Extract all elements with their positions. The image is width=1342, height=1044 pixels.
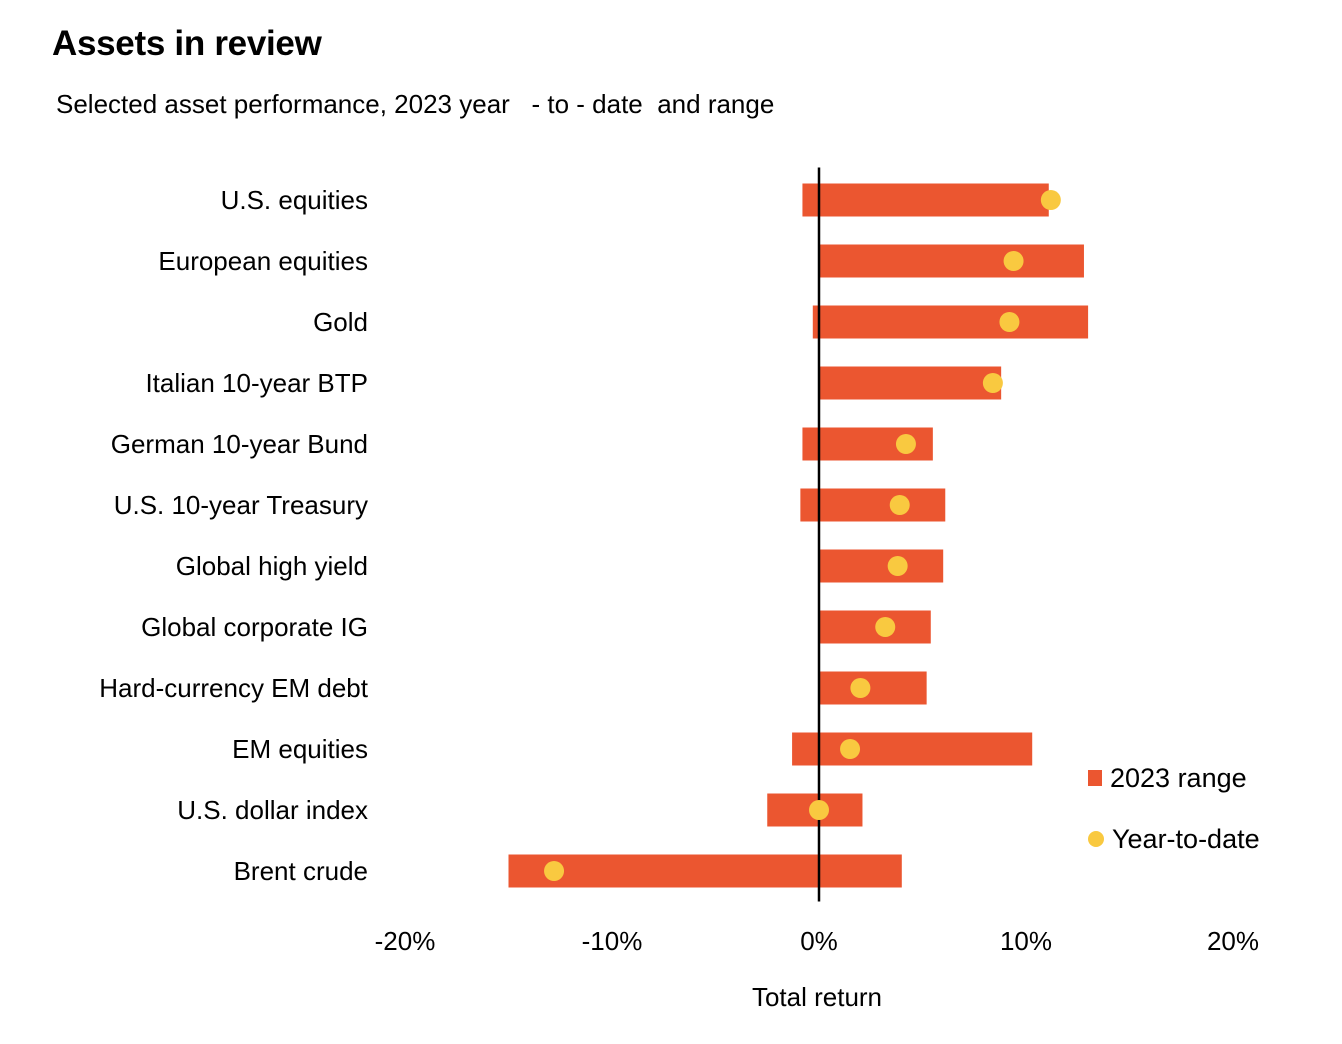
range-bar-european-equities [819, 244, 1084, 278]
category-label-brent-crude: Brent crude [234, 856, 368, 886]
ytd-dot-gold [999, 312, 1020, 332]
range-swatch [1088, 770, 1102, 786]
range-bar-gold [812, 305, 1089, 339]
ytd-dot-global-corporate-ig [875, 617, 896, 637]
legend-range-label: 2023 range [1110, 762, 1247, 793]
ytd-dot-italian-10-year-btp [982, 373, 1003, 393]
range-bars [508, 183, 1089, 888]
ytd-swatch [1088, 831, 1104, 847]
category-label-european-equities: European equities [158, 246, 368, 276]
ytd-dot-u-s-10-year-treasury [889, 495, 910, 515]
category-labels: U.S. equities European equities Gold Italia… [99, 185, 369, 886]
ytd-dot-em-equities [840, 739, 861, 759]
ytd-dot-u-s-equities [1040, 190, 1061, 210]
ytd-dot-german-10-year-bund [895, 434, 916, 454]
chart-title: Assets in review [52, 24, 322, 63]
legend-item-range: 2023 range [1088, 760, 1260, 796]
chart-subtitle: Selected asset performance, 2023 year - … [56, 89, 775, 119]
legend-ytd-label: Year-to-date [1112, 823, 1260, 854]
category-label-u-s-10-year-treasury: U.S. 10-year Treasury [114, 490, 368, 520]
ytd-dot-global-high-yield [887, 556, 908, 576]
x-tick-label: 10% [1000, 926, 1052, 956]
legend-item-ytd: Year-to-date [1088, 821, 1260, 857]
ytd-dot-brent-crude [544, 861, 565, 881]
ytd-dot-hard-currency-em-debt [850, 678, 871, 698]
x-axis-title: Total return [752, 982, 882, 1012]
x-tick-label: -10% [582, 926, 643, 956]
category-label-gold: Gold [313, 307, 368, 337]
category-label-u-s-equities: U.S. equities [221, 185, 368, 215]
range-bar-u-s-10-year-treasury [800, 488, 946, 522]
category-label-hard-currency-em-debt: Hard-currency EM debt [99, 673, 369, 703]
category-label-italian-10-year-btp: Italian 10-year BTP [145, 368, 368, 398]
range-bar-brent-crude [508, 854, 902, 888]
category-label-german-10-year-bund: German 10-year Bund [111, 429, 368, 459]
ytd-dot-european-equities [1003, 251, 1024, 271]
range-bar-global-high-yield [819, 549, 944, 583]
x-tick-labels: -20% -10% 0% 10% 20% [375, 926, 1259, 956]
ytd-dot-u-s-dollar-index [809, 800, 829, 820]
category-label-u-s-dollar-index: U.S. dollar index [177, 795, 368, 825]
ytd-dots [544, 190, 1061, 881]
range-bar-u-s-equities [802, 183, 1049, 217]
range-bar-italian-10-year-btp [819, 366, 1002, 400]
category-label-em-equities: EM equities [232, 734, 368, 764]
range-bar-em-equities [792, 732, 1033, 766]
legend: 2023 range Year-to-date [1088, 760, 1260, 882]
range-bar-hard-currency-em-debt [819, 671, 927, 705]
category-label-global-corporate-ig: Global corporate IG [141, 612, 368, 642]
x-tick-label: 20% [1207, 926, 1259, 956]
x-tick-label: 0% [800, 926, 838, 956]
category-label-global-high-yield: Global high yield [176, 551, 368, 581]
range-bar-global-corporate-ig [819, 610, 931, 644]
x-tick-label: -20% [375, 926, 436, 956]
